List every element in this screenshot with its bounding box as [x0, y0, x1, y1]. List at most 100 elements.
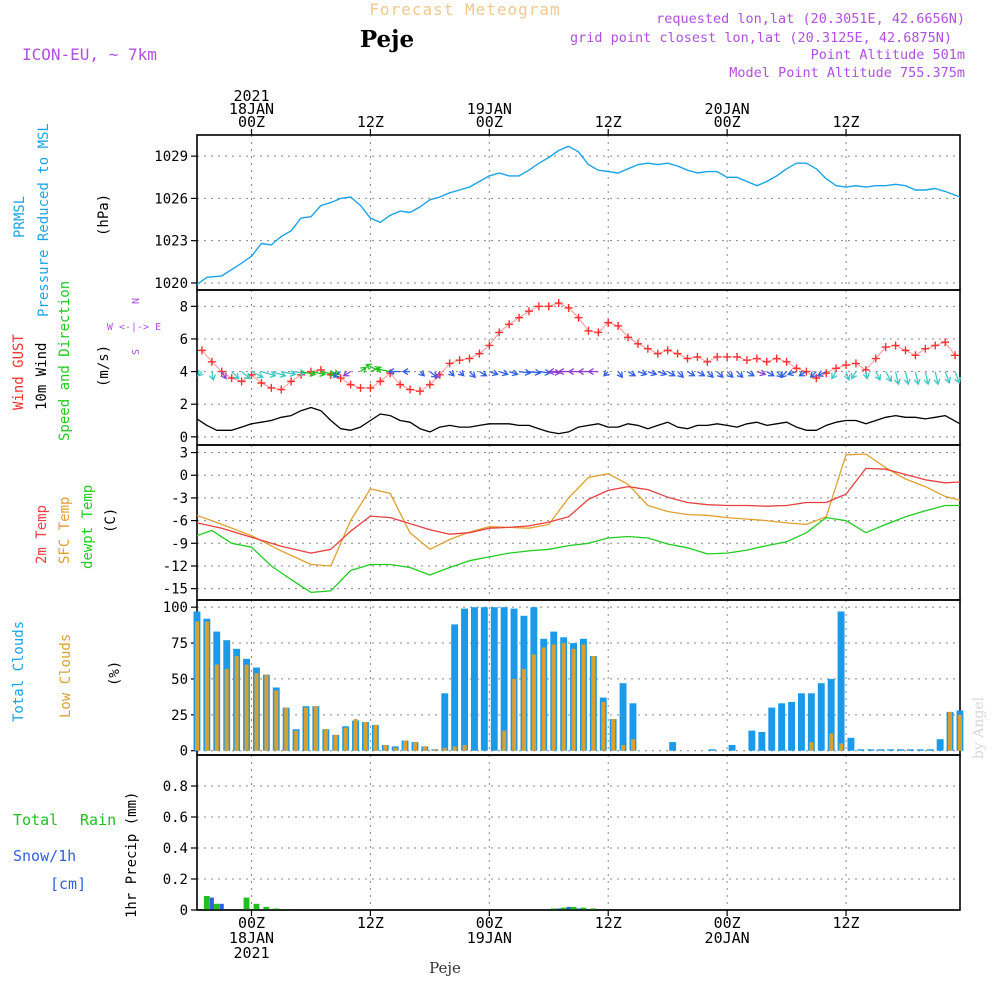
wind-arrow — [786, 369, 797, 377]
model-altitude: Model Point Altitude 755.375m — [729, 65, 965, 81]
temp-ytick-label: -9 — [171, 536, 188, 552]
top-time-label: 2021 — [233, 87, 269, 105]
top-time-label: 12Z — [357, 113, 384, 131]
low-cloud-bar — [442, 747, 447, 751]
precip-ytick-label: 0.4 — [163, 841, 188, 857]
gust-marker — [792, 364, 801, 373]
rain-bar — [590, 908, 597, 910]
pressure-unit: (hPa) — [96, 194, 112, 236]
gust-marker — [614, 321, 623, 330]
total-cloud-label: Total Clouds — [11, 621, 27, 722]
bottom-time-label: 00Z — [476, 914, 503, 932]
bottom-time-label: 12Z — [595, 914, 622, 932]
gust-marker — [624, 333, 633, 342]
precip-ytick-label: 0.2 — [163, 872, 188, 888]
gust-marker — [643, 344, 652, 353]
pressure-ytick-label: 1020 — [154, 276, 188, 292]
wind-arrow — [746, 370, 756, 377]
super-title: Forecast Meteogram — [369, 0, 560, 19]
top-time-label: 12Z — [595, 113, 622, 131]
wind-arrow — [434, 371, 442, 380]
low-cloud-bar — [284, 707, 289, 751]
low-cloud-bar — [313, 706, 318, 751]
total-cloud-bar — [887, 749, 895, 751]
total-label: Total — [13, 811, 58, 829]
total-cloud-bar — [490, 607, 498, 751]
wind-arrow — [271, 370, 287, 378]
gust-marker — [762, 357, 771, 366]
gust-marker — [465, 354, 474, 363]
wind-panel-labels: Wind GUST 10m Wind Speed and Direction (… — [11, 281, 161, 441]
precip-ytick-label: 0 — [180, 903, 188, 919]
low-cloud-bar — [462, 745, 467, 751]
gust-marker — [485, 341, 494, 350]
low-cloud-bar — [254, 673, 259, 751]
rain-label: Rain — [80, 811, 116, 829]
low-cloud-bar — [541, 647, 546, 751]
requested-coords: requested lon,lat (20.3051E, 42.6656N) — [656, 11, 965, 27]
gust-marker — [366, 383, 375, 392]
gust-marker — [475, 349, 484, 358]
wind-arrow — [874, 371, 882, 382]
wind-arrow — [766, 370, 775, 377]
rain-bar — [203, 896, 210, 910]
wind-arrow — [862, 371, 870, 380]
gust-marker — [316, 365, 325, 374]
wind-arrow — [616, 371, 624, 379]
cloud-ytick-label: 75 — [171, 636, 188, 652]
total-cloud-bar — [897, 749, 904, 751]
gust-marker — [832, 364, 841, 373]
wind-arrow — [687, 370, 696, 377]
temp-panel-labels: 2m Temp SFC Temp dewpt Temp (C) — [34, 485, 119, 569]
bottom-time-label: 00Z — [714, 914, 741, 932]
wind-arrow — [706, 371, 714, 379]
cloud-ytick-label: 0 — [180, 744, 188, 760]
total-cloud-bar — [778, 703, 786, 751]
low-cloud-bar — [522, 668, 526, 751]
wind-arrow — [667, 370, 676, 377]
total-cloud-bar — [748, 730, 756, 751]
wind-arrow — [577, 368, 589, 376]
gust-marker — [911, 351, 920, 360]
compass-we: W <-|-> E — [107, 322, 161, 333]
low-cloud-bar — [413, 742, 417, 751]
gust-marker — [653, 349, 662, 358]
gust-marker — [941, 338, 950, 347]
precip-unit: 1hr Precip (mm) — [124, 792, 140, 918]
cloud-ytick-label: 50 — [171, 672, 188, 688]
temp-ytick-label: 0 — [180, 468, 188, 484]
wind-ytick-label: 2 — [180, 397, 188, 413]
low-cloud-bar — [274, 690, 279, 751]
wind-arrow — [933, 371, 941, 386]
gust-marker — [723, 352, 732, 361]
wind-arrow — [756, 369, 767, 377]
model-label: ICON-EU, ~ 7km — [22, 45, 157, 64]
wind-arrow — [401, 368, 411, 376]
low-cloud-bar — [561, 643, 566, 751]
gust-marker — [515, 313, 524, 322]
total-cloud-bar — [837, 611, 845, 751]
precip-panel-labels: Total Rain Snow/1h [cm] 1hr Precip (mm) — [13, 792, 140, 918]
gust-marker — [891, 341, 900, 350]
wind-arrow — [944, 371, 952, 384]
wind-arrow — [657, 369, 668, 377]
wind-arrow — [851, 371, 858, 380]
low-cloud-bar — [353, 719, 358, 751]
low-cloud-bar — [452, 746, 457, 751]
gust-marker — [663, 346, 672, 355]
gust-marker — [376, 377, 385, 386]
gust-marker — [752, 354, 761, 363]
total-cloud-bar — [798, 693, 805, 751]
cloud-unit: (%) — [107, 661, 123, 686]
low-cloud-bar — [304, 707, 308, 751]
low-cloud-bar — [244, 664, 249, 751]
low-cloud-bar — [531, 654, 536, 751]
point-altitude: Point Altitude 501m — [811, 47, 965, 63]
total-cloud-bar — [471, 607, 478, 751]
credit: by Angel — [971, 696, 987, 759]
top-time-label: 00Z — [476, 113, 503, 131]
gust-marker — [742, 356, 751, 365]
compass-n: N — [131, 298, 142, 304]
